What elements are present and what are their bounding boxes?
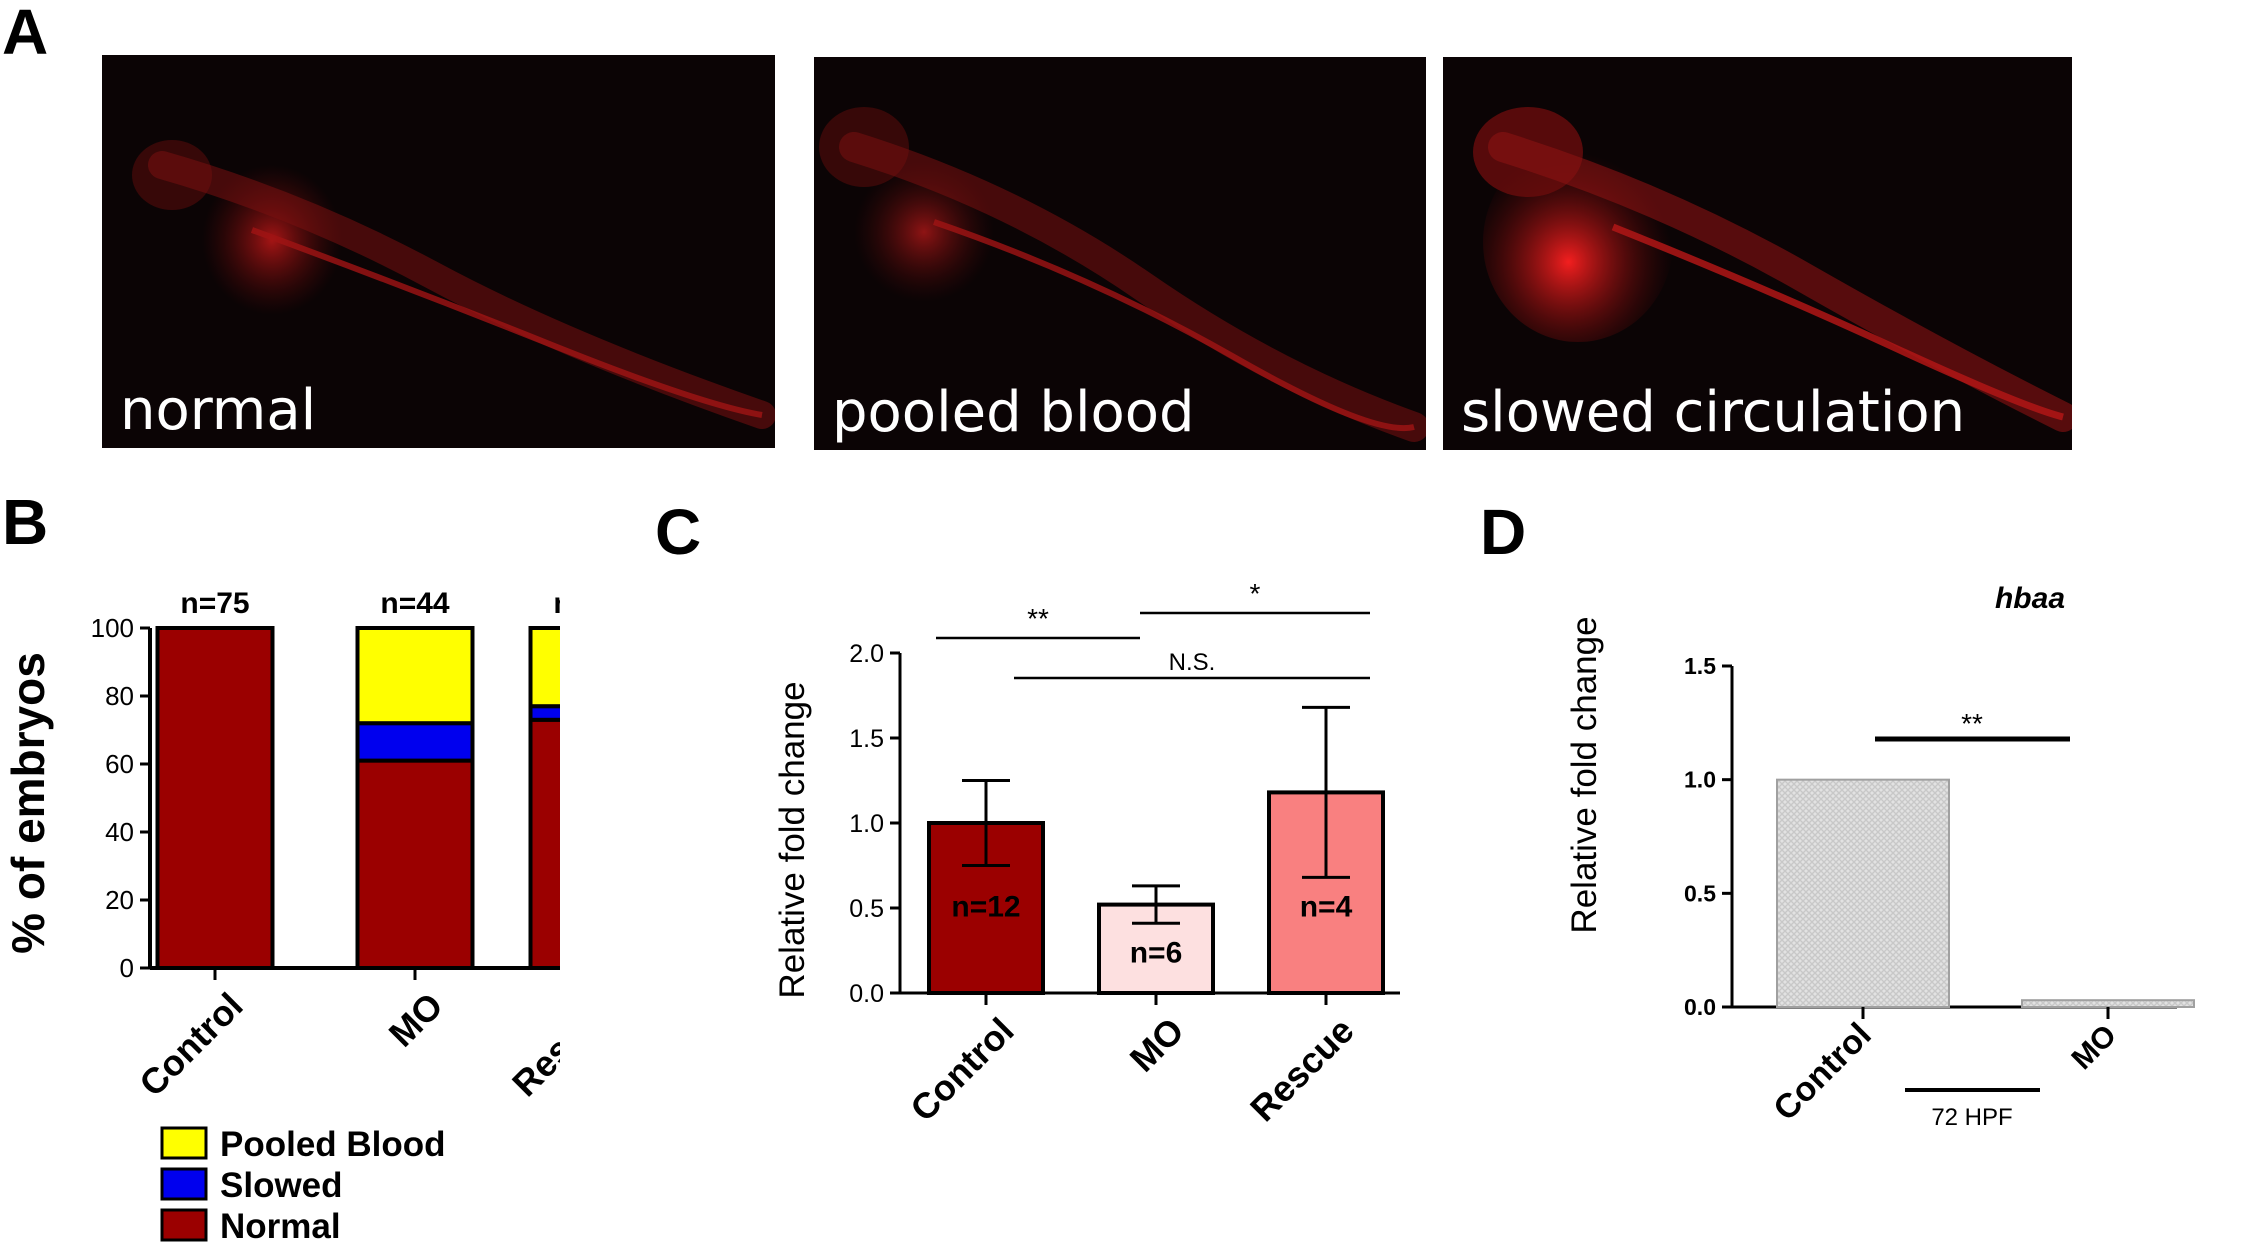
- chart-d-category-label: Control: [1766, 1016, 1878, 1128]
- chart-c-ytick-label: 0.0: [849, 980, 884, 1008]
- chart-d-group-label: 72 HPF: [1931, 1104, 2012, 1131]
- chart-d-ytick-label: 1.0: [1684, 767, 1716, 793]
- chart-d-bar: [1776, 778, 1950, 1008]
- micrograph-label: normal: [120, 378, 317, 443]
- chart-c-category-label: MO: [1122, 1010, 1192, 1080]
- chart-b-legend-label: Pooled Blood: [220, 1125, 446, 1164]
- micrograph-pooled-blood: pooled blood: [814, 57, 1426, 450]
- chart-b-legend-swatch: [160, 1126, 208, 1160]
- panel-letter-b: B: [2, 486, 49, 558]
- chart-b-ytick-label: 0: [120, 953, 134, 983]
- micrograph-label: slowed circulation: [1461, 380, 1966, 445]
- chart-d-ylabel: Relative fold change: [1565, 616, 1604, 933]
- chart-c-significance-label: *: [1250, 578, 1261, 609]
- chart-b-legend-label: Slowed: [220, 1166, 343, 1205]
- chart-c-n-label: n=6: [1130, 936, 1183, 969]
- chart-d-ytick-label: 0.5: [1684, 880, 1716, 906]
- chart-b-category-label: Control: [131, 985, 250, 1104]
- chart-c-ytick-label: 1.5: [849, 725, 884, 753]
- chart-b-n-label: n=43: [553, 587, 560, 620]
- chart-c-ytick-label: 1.0: [849, 810, 884, 838]
- chart-c-ytick-label: 0.5: [849, 895, 884, 923]
- chart-c-ytick-label: 2.0: [849, 640, 884, 668]
- chart-b-stacked-bar: 0 20 40 60 80 100 n=75 Control n=44 MO n=43 Rescue P…: [2, 587, 560, 1243]
- chart-b-category-label: MO: [381, 985, 451, 1055]
- chart-b-legend-label: Normal: [220, 1207, 341, 1243]
- chart-c-significance-label: **: [1027, 603, 1049, 634]
- chart-b-bar-segment: [155, 626, 275, 970]
- micrograph-normal: normal: [102, 55, 775, 448]
- chart-b-ylabel: % of embryos: [2, 652, 54, 954]
- chart-d-ytick-label: 0.0: [1684, 994, 1716, 1020]
- chart-d-bar: [2021, 999, 2195, 1008]
- panel-letter-a: A: [2, 0, 49, 68]
- chart-b-bar-segment: [528, 626, 560, 709]
- chart-b-ytick-label: 60: [105, 749, 134, 779]
- panel-letter-c: C: [655, 496, 702, 568]
- chart-c-category-label: Control: [902, 1010, 1021, 1129]
- chart-b-category-label: Rescue: [504, 985, 560, 1105]
- micrograph-slowed-circulation: slowed circulation: [1443, 57, 2072, 450]
- chart-c-ylabel: Relative fold change: [773, 681, 812, 998]
- chart-d-ytick-label: 1.5: [1684, 653, 1716, 679]
- zebrafish-larva-image: [819, 107, 1426, 442]
- chart-d-bar: 0.0 0.5 1.0 1.5 Control MO ** 72 HPF Relative f…: [1565, 582, 2195, 1131]
- zebrafish-larva-image: [132, 140, 775, 429]
- chart-b-bar-segment: [355, 758, 475, 970]
- chart-d-title: hbaa: [1995, 582, 2065, 615]
- chart-b-bar-segment: [355, 721, 475, 763]
- chart-b-n-label: n=75: [180, 587, 249, 620]
- chart-d-category-label: MO: [2065, 1019, 2123, 1077]
- chart-b-bar-segment: [528, 717, 560, 970]
- chart-c-significance-label: N.S.: [1169, 649, 1216, 676]
- micrograph-label: pooled blood: [832, 380, 1195, 445]
- chart-d-significance-label: **: [1961, 708, 1983, 739]
- chart-c-n-label: n=12: [951, 891, 1020, 924]
- chart-b-bar-segment: [528, 704, 560, 722]
- chart-b-ytick-label: 20: [105, 885, 134, 915]
- chart-b-n-label: n=44: [380, 587, 450, 620]
- chart-b-legend-swatch: [160, 1167, 208, 1201]
- chart-c-n-label: n=4: [1300, 891, 1353, 924]
- chart-b-legend-swatch: [160, 1208, 208, 1242]
- chart-b-bar-segment: [355, 626, 475, 726]
- panel-letter-d: D: [1480, 496, 1527, 568]
- chart-c-category-label: Rescue: [1242, 1010, 1362, 1130]
- chart-b-ytick-label: 100: [91, 613, 134, 643]
- chart-b-ytick-label: 40: [105, 817, 134, 847]
- zebrafish-larva-image: [1473, 107, 2072, 432]
- chart-b-ytick-label: 80: [105, 681, 134, 711]
- chart-c-bar: 0.0 0.5 1.0 1.5 2.0 n=12 Control n=6 MO n=4 Rescue…: [773, 578, 1400, 1130]
